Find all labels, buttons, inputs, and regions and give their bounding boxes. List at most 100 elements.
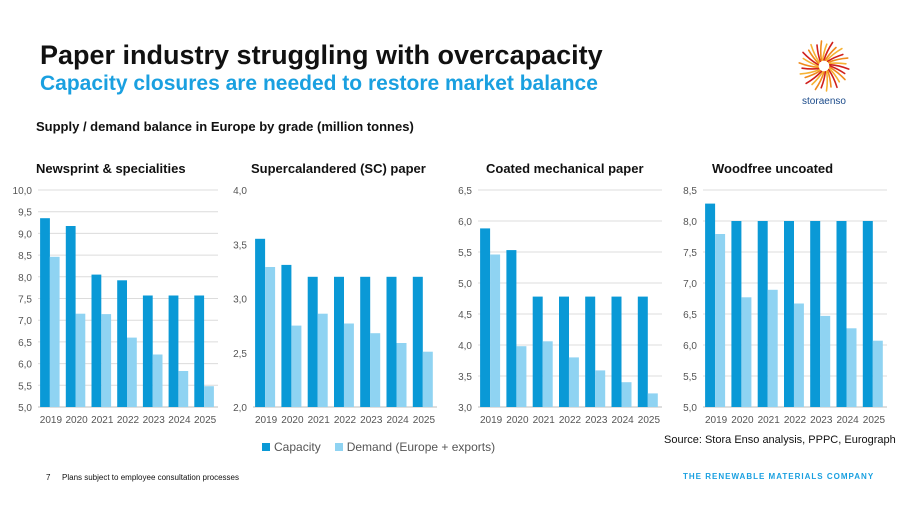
bar-capacity — [307, 276, 318, 407]
bar-capacity — [757, 221, 768, 407]
y-tick-label: 8,0 — [683, 217, 697, 228]
chart-woodfree-uncoated: 5,0 5,5 6,0 6,5 7,0 7,5 8,0 8,5 2019 2020 2021 2022… — [683, 186, 887, 426]
y-tick-label: 8,5 — [683, 186, 697, 197]
bar-capacity — [168, 295, 179, 407]
bar-demand — [49, 256, 60, 407]
y-tick-label: 7,0 — [683, 279, 697, 290]
x-tick-label: 2025 — [638, 415, 661, 426]
y-tick-label: 2,5 — [233, 349, 247, 360]
y-tick-label: 3,5 — [458, 372, 472, 383]
legend-label-capacity: Capacity — [274, 440, 321, 454]
page-subtitle: Capacity closures are needed to restore … — [40, 72, 598, 95]
bar-demand — [396, 343, 407, 407]
bar-demand — [343, 323, 354, 407]
y-tick-label: 7,5 — [683, 248, 697, 259]
y-tick-label: 5,0 — [18, 403, 32, 414]
y-tick-label: 6,5 — [18, 338, 32, 349]
bar-demand — [178, 371, 189, 407]
logo-ray — [802, 51, 819, 66]
y-tick-label: 5,5 — [458, 248, 472, 259]
y-tick-label: 5,0 — [458, 279, 472, 290]
logo-ray — [825, 47, 843, 62]
logo-ray — [828, 67, 841, 83]
y-tick-label: 8,0 — [18, 273, 32, 284]
logo-ray — [798, 62, 819, 69]
bar-capacity — [862, 221, 873, 407]
logo-ray — [824, 46, 837, 61]
logo-ray — [823, 41, 834, 61]
logo-ray — [826, 53, 844, 63]
x-tick-label: 2019 — [705, 415, 728, 426]
y-tick-label: 6,0 — [18, 360, 32, 371]
chart-title-sc-paper: Supercalandered (SC) paper — [251, 161, 426, 176]
section-title: Supply / demand balance in Europe by gra… — [36, 119, 414, 134]
legend-label-demand: Demand (Europe + exports) — [346, 440, 496, 454]
x-tick-label: 2020 — [731, 415, 754, 426]
bar-capacity — [412, 276, 423, 407]
bar-demand — [820, 315, 831, 407]
logo-wordmark: storaenso — [802, 96, 846, 107]
chart-coated-mechanical: 3,0 3,5 4,0 4,5 5,0 5,5 6,0 6,5 2019 2020 2021 2022… — [458, 186, 662, 426]
bar-demand — [75, 313, 86, 407]
legend-swatch-demand — [334, 443, 343, 451]
footer-note: Plans subject to employee consultation p… — [62, 473, 239, 482]
logo-ray — [829, 66, 846, 81]
bar-capacity — [784, 221, 794, 407]
logo-ray — [828, 62, 847, 65]
bar-capacity — [611, 296, 622, 407]
x-tick-label: 2024 — [386, 415, 409, 426]
logo-ray — [811, 71, 824, 86]
y-tick-label: 4,5 — [458, 310, 472, 321]
bar-capacity — [810, 221, 821, 407]
chart-sc-paper: 2,0 2,5 3,0 3,5 4,0 2019 2020 2021 2022 2023 2024 2… — [233, 186, 437, 426]
bar-capacity — [334, 276, 344, 407]
x-tick-label: 2024 — [836, 415, 859, 426]
logo-ray — [799, 68, 821, 75]
logo-ray — [819, 40, 823, 62]
bar-capacity — [142, 295, 153, 407]
bar-demand — [317, 313, 328, 407]
bar-demand — [872, 340, 883, 407]
bar-demand — [422, 351, 433, 407]
bar-demand — [542, 341, 553, 407]
chart-title-woodfree-uncoated: Woodfree uncoated — [712, 161, 834, 176]
logo-ray — [827, 57, 849, 64]
chart-title-newsprint: Newsprint & specialities — [36, 161, 186, 176]
bar-demand — [204, 386, 214, 407]
bar-demand — [568, 357, 579, 407]
bar-demand — [370, 333, 381, 407]
logo-ray — [825, 70, 829, 92]
x-tick-label: 2019 — [480, 415, 503, 426]
x-tick-label: 2020 — [65, 415, 88, 426]
x-tick-label: 2021 — [308, 415, 331, 426]
x-tick-label: 2021 — [91, 415, 114, 426]
y-tick-label: 5,5 — [18, 381, 32, 392]
logo-ray — [814, 71, 825, 91]
y-tick-label: 9,5 — [18, 208, 32, 219]
bar-capacity — [386, 276, 397, 407]
sun-burst-icon — [798, 40, 850, 92]
bar-demand — [152, 354, 163, 407]
x-tick-label: 2023 — [585, 415, 608, 426]
page-title: Paper industry struggling with overcapac… — [40, 40, 603, 70]
bar-capacity — [836, 221, 847, 407]
bar-demand — [265, 267, 276, 407]
bar-demand — [621, 382, 632, 407]
bar-capacity — [731, 221, 742, 407]
bar-capacity — [281, 264, 292, 407]
bar-demand — [516, 346, 527, 407]
x-tick-label: 2021 — [758, 415, 781, 426]
bar-demand — [291, 325, 302, 407]
bar-capacity — [559, 296, 569, 407]
bar-demand — [741, 297, 752, 407]
y-tick-label: 10,0 — [13, 186, 33, 197]
bar-demand — [715, 234, 726, 407]
bar-capacity — [40, 218, 50, 407]
logo-ray — [802, 57, 819, 67]
x-tick-label: 2022 — [559, 415, 582, 426]
x-tick-label: 2020 — [506, 415, 529, 426]
bar-demand — [101, 314, 112, 407]
chart-title-coated-mechanical: Coated mechanical paper — [486, 161, 644, 176]
x-tick-label: 2021 — [533, 415, 556, 426]
